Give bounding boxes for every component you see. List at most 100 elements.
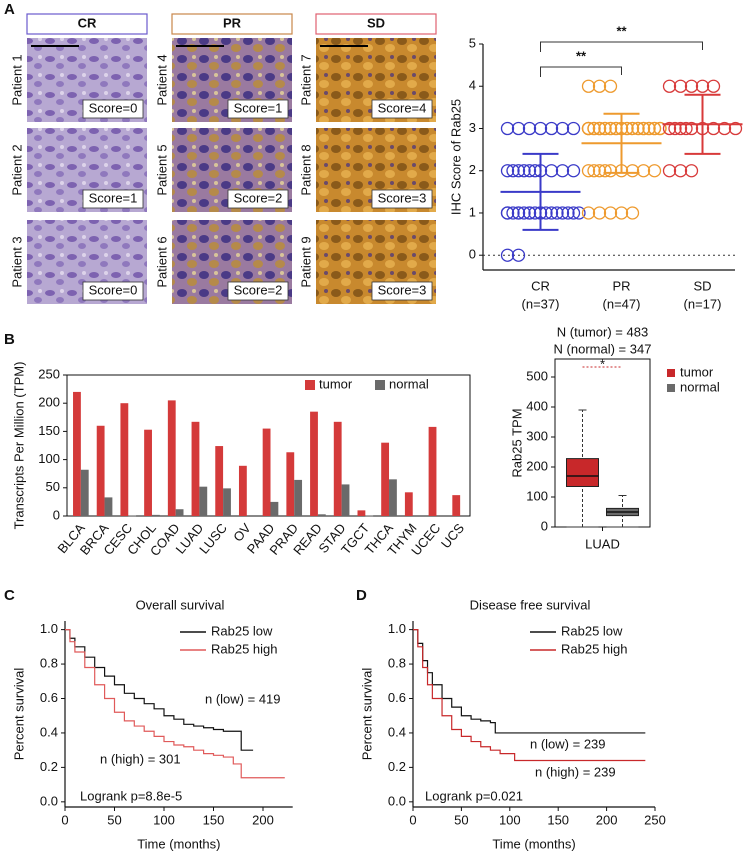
- x-tick-label: 0: [409, 812, 416, 827]
- x-tick-label: 200: [252, 812, 274, 827]
- group-header-box: [26, 13, 148, 35]
- y-tick-label: 0.0: [40, 793, 58, 808]
- data-point: [561, 206, 575, 220]
- group-header: SD: [367, 15, 385, 30]
- data-point: [625, 121, 640, 136]
- significance-label: **: [616, 23, 627, 38]
- bar: [365, 515, 374, 517]
- data-point: [500, 121, 515, 136]
- x-axis-label: Time (months): [492, 836, 575, 851]
- data-point: [728, 121, 743, 136]
- x-tick-label: 0: [61, 812, 68, 827]
- data-point: [625, 164, 640, 178]
- score-label: Score=3: [378, 282, 427, 297]
- data-point: [572, 206, 586, 220]
- patient-label: Patient 1: [9, 54, 24, 105]
- data-point: [566, 121, 581, 136]
- y-tick-label: 100: [38, 451, 60, 466]
- data-point: [544, 206, 559, 220]
- bar: [128, 515, 137, 517]
- bar: [262, 428, 271, 516]
- y-tick-label: 50: [46, 479, 60, 494]
- significance-bracket: [540, 66, 622, 77]
- y-tick-label: 4: [469, 78, 476, 93]
- group-header: PR: [223, 15, 242, 30]
- annotation: n (high) = 239: [535, 764, 616, 779]
- x-tick-sublabel: (n=17): [684, 296, 722, 311]
- score-label: Score=1: [234, 100, 283, 115]
- legend-label: normal: [389, 376, 429, 391]
- data-point: [544, 164, 559, 178]
- data-point: [506, 206, 520, 220]
- bar: [104, 497, 113, 516]
- bar: [317, 514, 326, 516]
- data-point: [511, 248, 526, 262]
- bar: [389, 479, 397, 516]
- data-point: [625, 206, 640, 220]
- bar: [270, 501, 279, 516]
- chart-title: N (tumor) = 483: [557, 324, 648, 339]
- legend-label: normal: [680, 379, 720, 394]
- legend-label: Rab25 high: [561, 641, 628, 656]
- data-point: [555, 206, 570, 220]
- x-tick-label: 100: [499, 812, 521, 827]
- y-tick-label: 300: [526, 428, 548, 443]
- score-label: Score=4: [378, 100, 427, 115]
- x-tick-label: PR: [612, 278, 630, 293]
- legend-label: tumor: [319, 376, 353, 391]
- y-tick-label: 200: [526, 458, 548, 473]
- data-point: [500, 206, 515, 220]
- y-tick-label: 500: [526, 368, 548, 383]
- score-box: [227, 281, 289, 301]
- chart-title: Disease free survival: [470, 597, 591, 612]
- bar: [96, 425, 105, 516]
- data-point: [603, 79, 618, 93]
- significance-bracket: [540, 41, 703, 52]
- legend-swatch: [667, 369, 675, 377]
- patient-label: Patient 8: [298, 144, 313, 195]
- plot-frame: [554, 358, 651, 528]
- data-point: [673, 121, 688, 136]
- panel-label: B: [4, 331, 15, 348]
- bar: [333, 421, 342, 516]
- x-tick-sublabel: (n=47): [603, 296, 641, 311]
- data-point: [614, 206, 629, 220]
- data-point: [642, 121, 656, 136]
- data-point: [581, 121, 596, 136]
- data-point: [673, 79, 688, 93]
- data-point: [550, 206, 564, 220]
- data-point: [587, 164, 601, 178]
- legend-swatch: [375, 380, 385, 390]
- patient-label: Patient 9: [298, 236, 313, 287]
- annotation: n (low) = 239: [530, 736, 606, 751]
- survival-curve: [413, 629, 646, 762]
- y-tick-label: 0: [541, 518, 548, 533]
- bar: [381, 442, 390, 516]
- data-point: [581, 79, 596, 93]
- data-point: [647, 121, 662, 136]
- y-tick-label: 2: [469, 162, 476, 177]
- chart-subtitle: N (normal) = 347: [554, 341, 652, 356]
- data-point: [581, 206, 596, 220]
- data-point: [511, 206, 526, 220]
- group-header: CR: [78, 15, 97, 30]
- x-tick-sublabel: (n=37): [522, 296, 560, 311]
- data-point: [662, 121, 677, 136]
- legend-label: Rab25 low: [211, 623, 273, 638]
- x-tick-label: LUAD: [585, 536, 620, 551]
- chart-title: Overall survival: [136, 597, 225, 612]
- data-point: [581, 164, 596, 178]
- score-label: Score=2: [234, 190, 283, 205]
- bar: [175, 509, 184, 516]
- patient-label: Patient 3: [9, 236, 24, 287]
- bar: [404, 492, 413, 516]
- bar: [191, 421, 200, 516]
- bar: [167, 400, 176, 516]
- legend-label: Rab25 high: [211, 641, 278, 656]
- legend-label: tumor: [680, 364, 714, 379]
- bar: [80, 469, 89, 516]
- y-tick-label: 1.0: [388, 621, 406, 636]
- patient-label: Patient 6: [154, 236, 169, 287]
- data-point: [566, 164, 581, 178]
